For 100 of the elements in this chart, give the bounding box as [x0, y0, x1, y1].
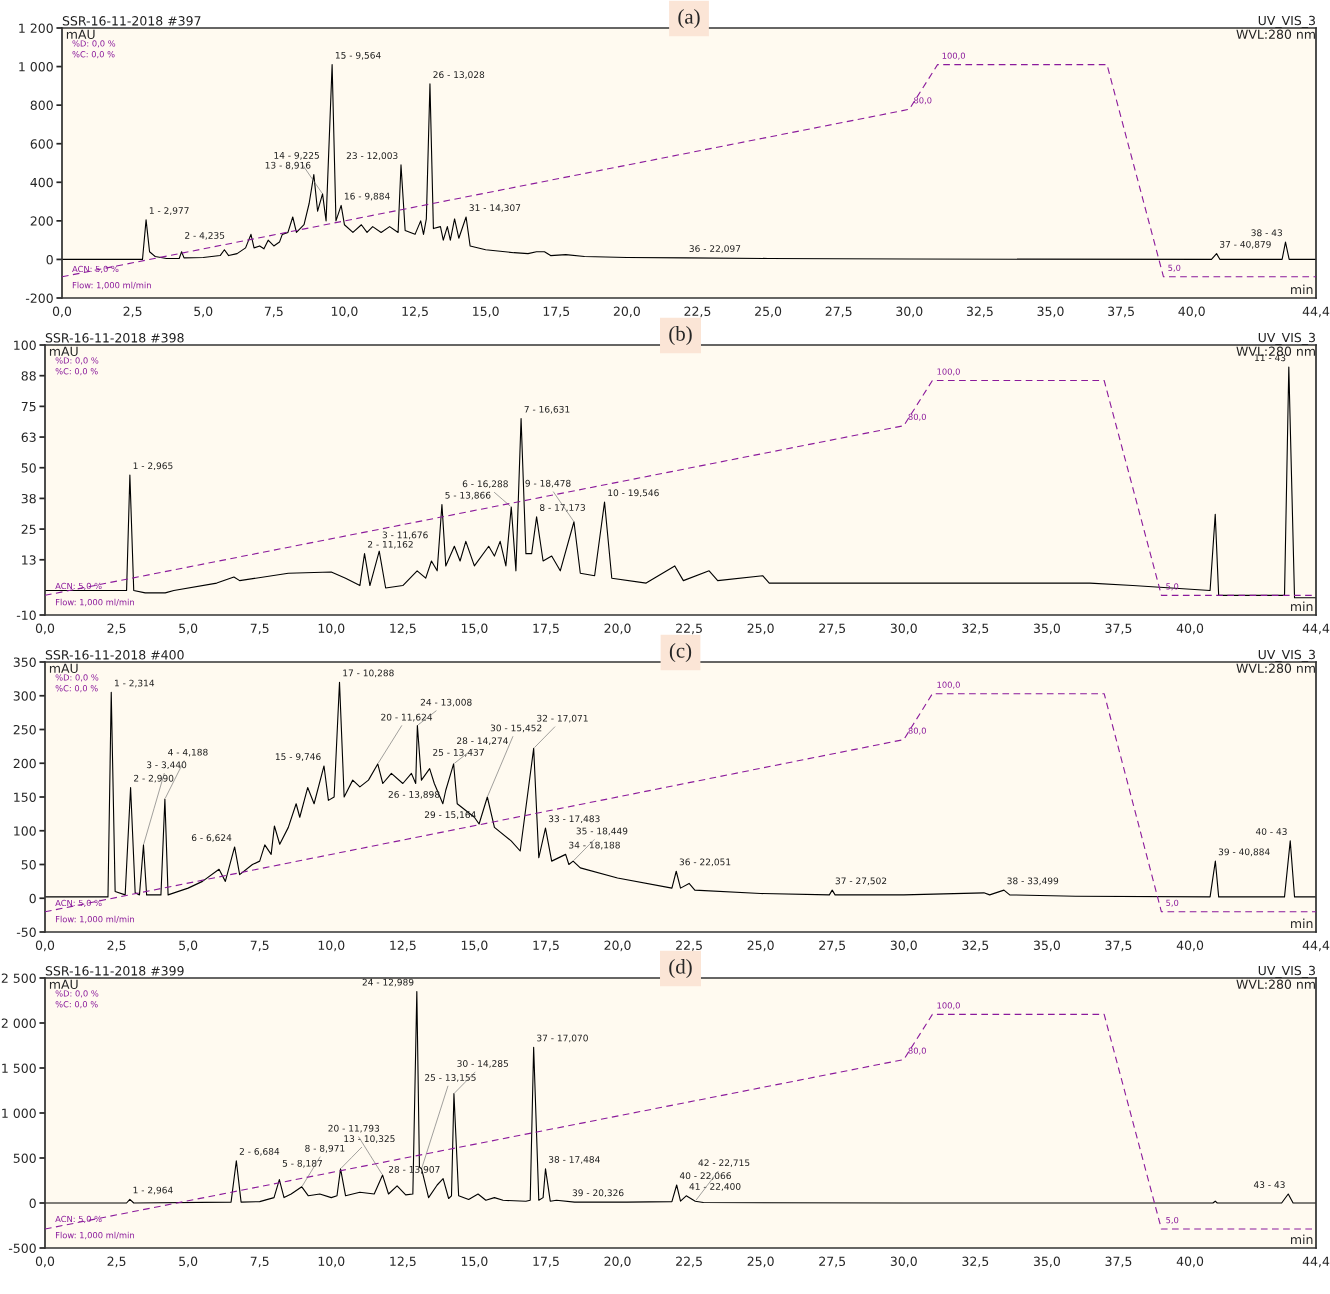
annotation: 26 - 13,028	[433, 71, 485, 79]
x-tick-label: 37,5	[1105, 623, 1132, 635]
x-tick-label: 10,0	[331, 306, 358, 318]
annotation: UV_VIS_3	[1258, 649, 1315, 662]
y-tick-label: 300	[13, 691, 36, 701]
chart-title: (d)	[669, 959, 692, 978]
annotation: 24 - 13,008	[420, 698, 472, 707]
x-tick-label: 17,5	[543, 306, 570, 318]
x-tick-label: 2,5	[107, 940, 126, 952]
x-axis-title: min	[1291, 601, 1313, 612]
x-tick-label: 40,0	[1176, 940, 1204, 952]
data-label: 100,0	[937, 368, 960, 376]
chart-title: (b)	[669, 326, 692, 345]
y-axis-title: mAU	[49, 346, 78, 357]
annotation: %D: 0,0 %	[55, 674, 99, 682]
annotation: 6 - 16,288	[462, 480, 508, 489]
y-tick-label: 0	[29, 1198, 36, 1208]
annotation: 5 - 8,187	[282, 1159, 322, 1168]
y-tick-label: 88	[21, 371, 36, 381]
annotation: 37 - 17,070	[537, 1034, 588, 1043]
x-tick-label: 32,5	[962, 1256, 989, 1268]
x-tick-label: 12,5	[402, 306, 428, 318]
y-tick-label: -500	[8, 1243, 36, 1253]
x-tick-label: 32,5	[962, 940, 989, 952]
x-tick-label: 15,0	[473, 306, 499, 318]
x-tick-label: 35,0	[1037, 306, 1064, 318]
annotation: 42 - 22,715	[698, 1159, 750, 1168]
x-tick-label: 20,0	[604, 623, 631, 635]
annotation: 38 - 43	[1251, 229, 1282, 237]
y-tick-label: 50	[21, 463, 36, 473]
annotation: 8 - 17,173	[539, 504, 585, 512]
x-tick-label: 22,5	[676, 623, 702, 635]
x-tick-label: 15,0	[461, 1256, 488, 1268]
y-tick-label: 2 000	[1, 1018, 36, 1028]
annotation: 41 - 22,400	[689, 1183, 741, 1191]
y-tick-label: 63	[21, 432, 36, 442]
x-tick-label: 7,5	[250, 1256, 269, 1268]
y-tick-label: 25	[21, 524, 36, 535]
x-tick-label: 22,5	[676, 940, 702, 952]
x-axis-title: min	[1291, 918, 1313, 929]
x-tick-label: 12,5	[390, 623, 416, 635]
annotation: 13 - 10,325	[344, 1135, 395, 1143]
annotation: WVL:280 nm	[1236, 346, 1315, 357]
annotation: 37 - 40,879	[1220, 240, 1271, 249]
x-tick-label: 35,0	[1033, 940, 1060, 952]
annotation: 16 - 9,884	[344, 192, 390, 201]
x-tick-label: 17,5	[533, 1256, 559, 1268]
annotation: 32 - 17,071	[537, 714, 588, 723]
annotation: %C: 0,0 %	[55, 368, 98, 376]
annotation: %D: 0,0 %	[55, 357, 99, 365]
y-tick-label: 100	[14, 826, 36, 836]
data-label: 80,0	[908, 727, 926, 735]
annotation: 36 - 22,097	[689, 245, 741, 253]
text: SSR-16-11-2018 #400	[45, 650, 184, 660]
annotation: 25 - 13,437	[433, 748, 484, 757]
data-label: 100,0	[937, 1002, 960, 1010]
x-tick-label: 0,0	[35, 940, 55, 952]
annotation: 17 - 10,288	[343, 669, 394, 678]
x-tick-label: 44,4	[1302, 1256, 1330, 1268]
x-tick-label: 0,0	[35, 623, 55, 635]
y-tick-label: -200	[25, 293, 53, 303]
y-tick-label: 400	[30, 177, 53, 188]
annotation: 30 - 14,285	[457, 1060, 508, 1068]
y-tick-label: 800	[30, 100, 53, 111]
annotation: 20 - 11,624	[381, 713, 433, 722]
x-tick-label: 40,0	[1176, 1256, 1204, 1268]
annotation: 3 - 3,440	[146, 761, 187, 770]
annotation: 36 - 22,051	[679, 858, 731, 867]
y-tick-label: 2 500	[1, 973, 36, 983]
y-tick-label: 50	[21, 859, 36, 870]
x-tick-label: 37,5	[1108, 306, 1134, 318]
annotation: Flow: 1,000 ml/min	[55, 598, 134, 607]
y-tick-label: 0	[29, 893, 36, 904]
text: SSR-16-11-2018 #397	[62, 16, 201, 26]
annotation: UV_VIS_3	[1258, 15, 1315, 28]
x-tick-label: 17,5	[533, 940, 559, 952]
y-axis-title: mAU	[66, 29, 95, 40]
x-tick-label: 2,5	[107, 1256, 126, 1268]
annotation: %D: 0,0 %	[72, 40, 116, 48]
x-tick-label: 5,0	[179, 940, 198, 952]
annotation: 2 - 11,162	[367, 540, 413, 549]
y-axis-title: mAU	[49, 979, 78, 990]
x-tick-label: 7,5	[250, 623, 269, 635]
x-tick-label: 20,0	[604, 1256, 631, 1268]
y-tick-label: 150	[14, 792, 36, 802]
annotation: 38 - 17,484	[548, 1156, 600, 1164]
annotation: 33 - 17,483	[548, 815, 600, 824]
annotation: 13 - 8,916	[265, 161, 311, 170]
y-tick-label: 350	[13, 657, 36, 667]
x-tick-label: 35,0	[1033, 1256, 1060, 1268]
x-tick-label: 37,5	[1105, 1256, 1132, 1268]
x-tick-label: 25,0	[747, 940, 774, 952]
annotation: 2 - 6,684	[239, 1147, 280, 1156]
x-tick-label: 5,0	[194, 306, 213, 318]
annotation: 39 - 40,884	[1218, 848, 1270, 857]
annotation: Flow: 1,000 ml/min	[55, 915, 134, 924]
y-axis-title: mAU	[49, 663, 78, 674]
text: SSR-16-11-2018 #399	[45, 966, 184, 976]
chart-title: (c)	[669, 643, 692, 662]
annotation: 1 - 2,964	[133, 1186, 173, 1195]
